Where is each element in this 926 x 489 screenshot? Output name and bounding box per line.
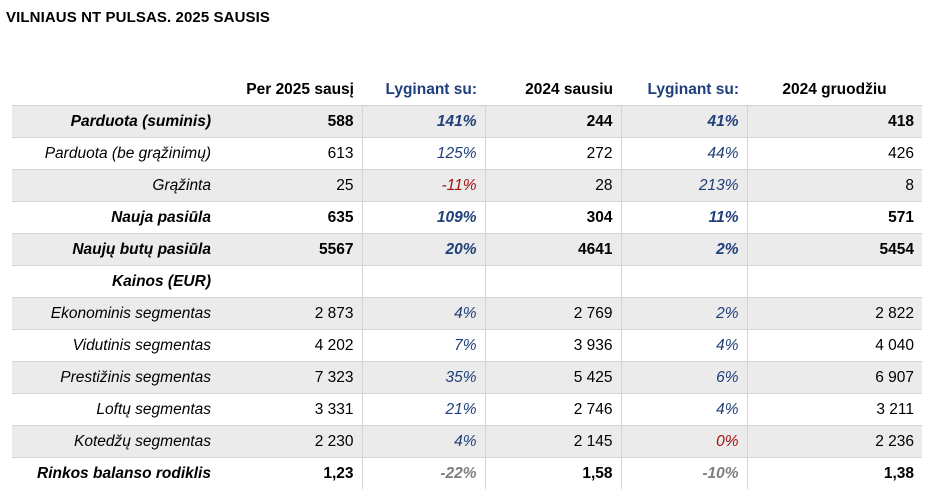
value-2024-jan: 272 [485,138,621,170]
value-2025-jan [219,266,362,298]
value-2024-dec: 426 [747,138,922,170]
section-label-prices: Kainos (EUR) [12,266,219,298]
table-row: Prestižinis segmentas 7 323 35% 5 425 6%… [12,362,922,394]
change-vs-2024-dec: 44% [621,138,747,170]
table-row: Parduota (be grąžinimų) 613 125% 272 44%… [12,138,922,170]
row-label: Loftų segmentas [12,394,219,426]
change-vs-2024-jan: 4% [362,298,485,330]
table-row: Ekonominis segmentas 2 873 4% 2 769 2% 2… [12,298,922,330]
row-label: Prestižinis segmentas [12,362,219,394]
row-label: Kotedžų segmentas [12,426,219,458]
header-label-spacer [12,74,219,106]
change-vs-2024-jan: -22% [362,458,485,489]
row-label: Ekonominis segmentas [12,298,219,330]
change-vs-2024-dec: 2% [621,298,747,330]
value-2024-dec: 2 236 [747,426,922,458]
value-2024-dec: 571 [747,202,922,234]
table-row: Vidutinis segmentas 4 202 7% 3 936 4% 4 … [12,330,922,362]
row-label: Parduota (suminis) [12,106,219,138]
change-vs-2024-jan [362,266,485,298]
value-2025-jan: 588 [219,106,362,138]
change-vs-2024-dec: -10% [621,458,747,489]
table-row: Loftų segmentas 3 331 21% 2 746 4% 3 211 [12,394,922,426]
change-vs-2024-jan: 109% [362,202,485,234]
row-label: Grąžinta [12,170,219,202]
value-2024-dec [747,266,922,298]
header-per-2025-sausi: Per 2025 sausį [219,74,362,106]
change-vs-2024-dec: 4% [621,394,747,426]
change-vs-2024-jan: -11% [362,170,485,202]
value-2025-jan: 7 323 [219,362,362,394]
table-row: Naujų butų pasiūla 5567 20% 4641 2% 5454 [12,234,922,266]
table-row: Grąžinta 25 -11% 28 213% 8 [12,170,922,202]
change-vs-2024-dec: 41% [621,106,747,138]
value-2025-jan: 25 [219,170,362,202]
value-2024-jan: 2 769 [485,298,621,330]
change-vs-2024-jan: 7% [362,330,485,362]
value-2024-dec: 5454 [747,234,922,266]
market-pulse-table: Per 2025 sausį Lyginant su: 2024 sausiu … [12,74,922,489]
change-vs-2024-dec: 4% [621,330,747,362]
value-2025-jan: 1,23 [219,458,362,489]
change-vs-2024-dec: 2% [621,234,747,266]
value-2024-jan: 2 145 [485,426,621,458]
value-2025-jan: 635 [219,202,362,234]
change-vs-2024-dec: 11% [621,202,747,234]
value-2024-jan: 244 [485,106,621,138]
value-2024-dec: 3 211 [747,394,922,426]
row-label: Vidutinis segmentas [12,330,219,362]
change-vs-2024-dec: 6% [621,362,747,394]
header-lyginant-su-2: Lyginant su: [621,74,747,106]
table-row: Kainos (EUR) [12,266,922,298]
page-title: VILNIAUS NT PULSAS. 2025 SAUSIS [6,9,270,26]
change-vs-2024-jan: 4% [362,426,485,458]
header-2024-gruodziu: 2024 gruodžiu [747,74,922,106]
row-label: Rinkos balanso rodiklis [12,458,219,489]
value-2024-dec: 418 [747,106,922,138]
change-vs-2024-jan: 21% [362,394,485,426]
header-row: Per 2025 sausį Lyginant su: 2024 sausiu … [12,74,922,106]
header-2024-sausiu: 2024 sausiu [485,74,621,106]
value-2024-jan: 1,58 [485,458,621,489]
value-2024-jan [485,266,621,298]
table-row: Kotedžų segmentas 2 230 4% 2 145 0% 2 23… [12,426,922,458]
change-vs-2024-jan: 125% [362,138,485,170]
value-2025-jan: 3 331 [219,394,362,426]
value-2024-jan: 5 425 [485,362,621,394]
value-2024-jan: 28 [485,170,621,202]
change-vs-2024-jan: 141% [362,106,485,138]
value-2024-dec: 6 907 [747,362,922,394]
value-2025-jan: 5567 [219,234,362,266]
table-row: Nauja pasiūla 635 109% 304 11% 571 [12,202,922,234]
change-vs-2024-dec: 0% [621,426,747,458]
row-label: Nauja pasiūla [12,202,219,234]
value-2024-dec: 1,38 [747,458,922,489]
change-vs-2024-dec: 213% [621,170,747,202]
value-2024-jan: 304 [485,202,621,234]
change-vs-2024-jan: 35% [362,362,485,394]
value-2025-jan: 2 230 [219,426,362,458]
value-2024-dec: 4 040 [747,330,922,362]
change-vs-2024-jan: 20% [362,234,485,266]
value-2024-jan: 3 936 [485,330,621,362]
value-2024-jan: 2 746 [485,394,621,426]
table-row: Rinkos balanso rodiklis 1,23 -22% 1,58 -… [12,458,922,489]
value-2024-jan: 4641 [485,234,621,266]
row-label: Naujų butų pasiūla [12,234,219,266]
value-2025-jan: 2 873 [219,298,362,330]
value-2024-dec: 8 [747,170,922,202]
value-2025-jan: 613 [219,138,362,170]
value-2025-jan: 4 202 [219,330,362,362]
row-label: Parduota (be grąžinimų) [12,138,219,170]
change-vs-2024-dec [621,266,747,298]
header-lyginant-su-1: Lyginant su: [362,74,485,106]
value-2024-dec: 2 822 [747,298,922,330]
table-row: Parduota (suminis) 588 141% 244 41% 418 [12,106,922,138]
